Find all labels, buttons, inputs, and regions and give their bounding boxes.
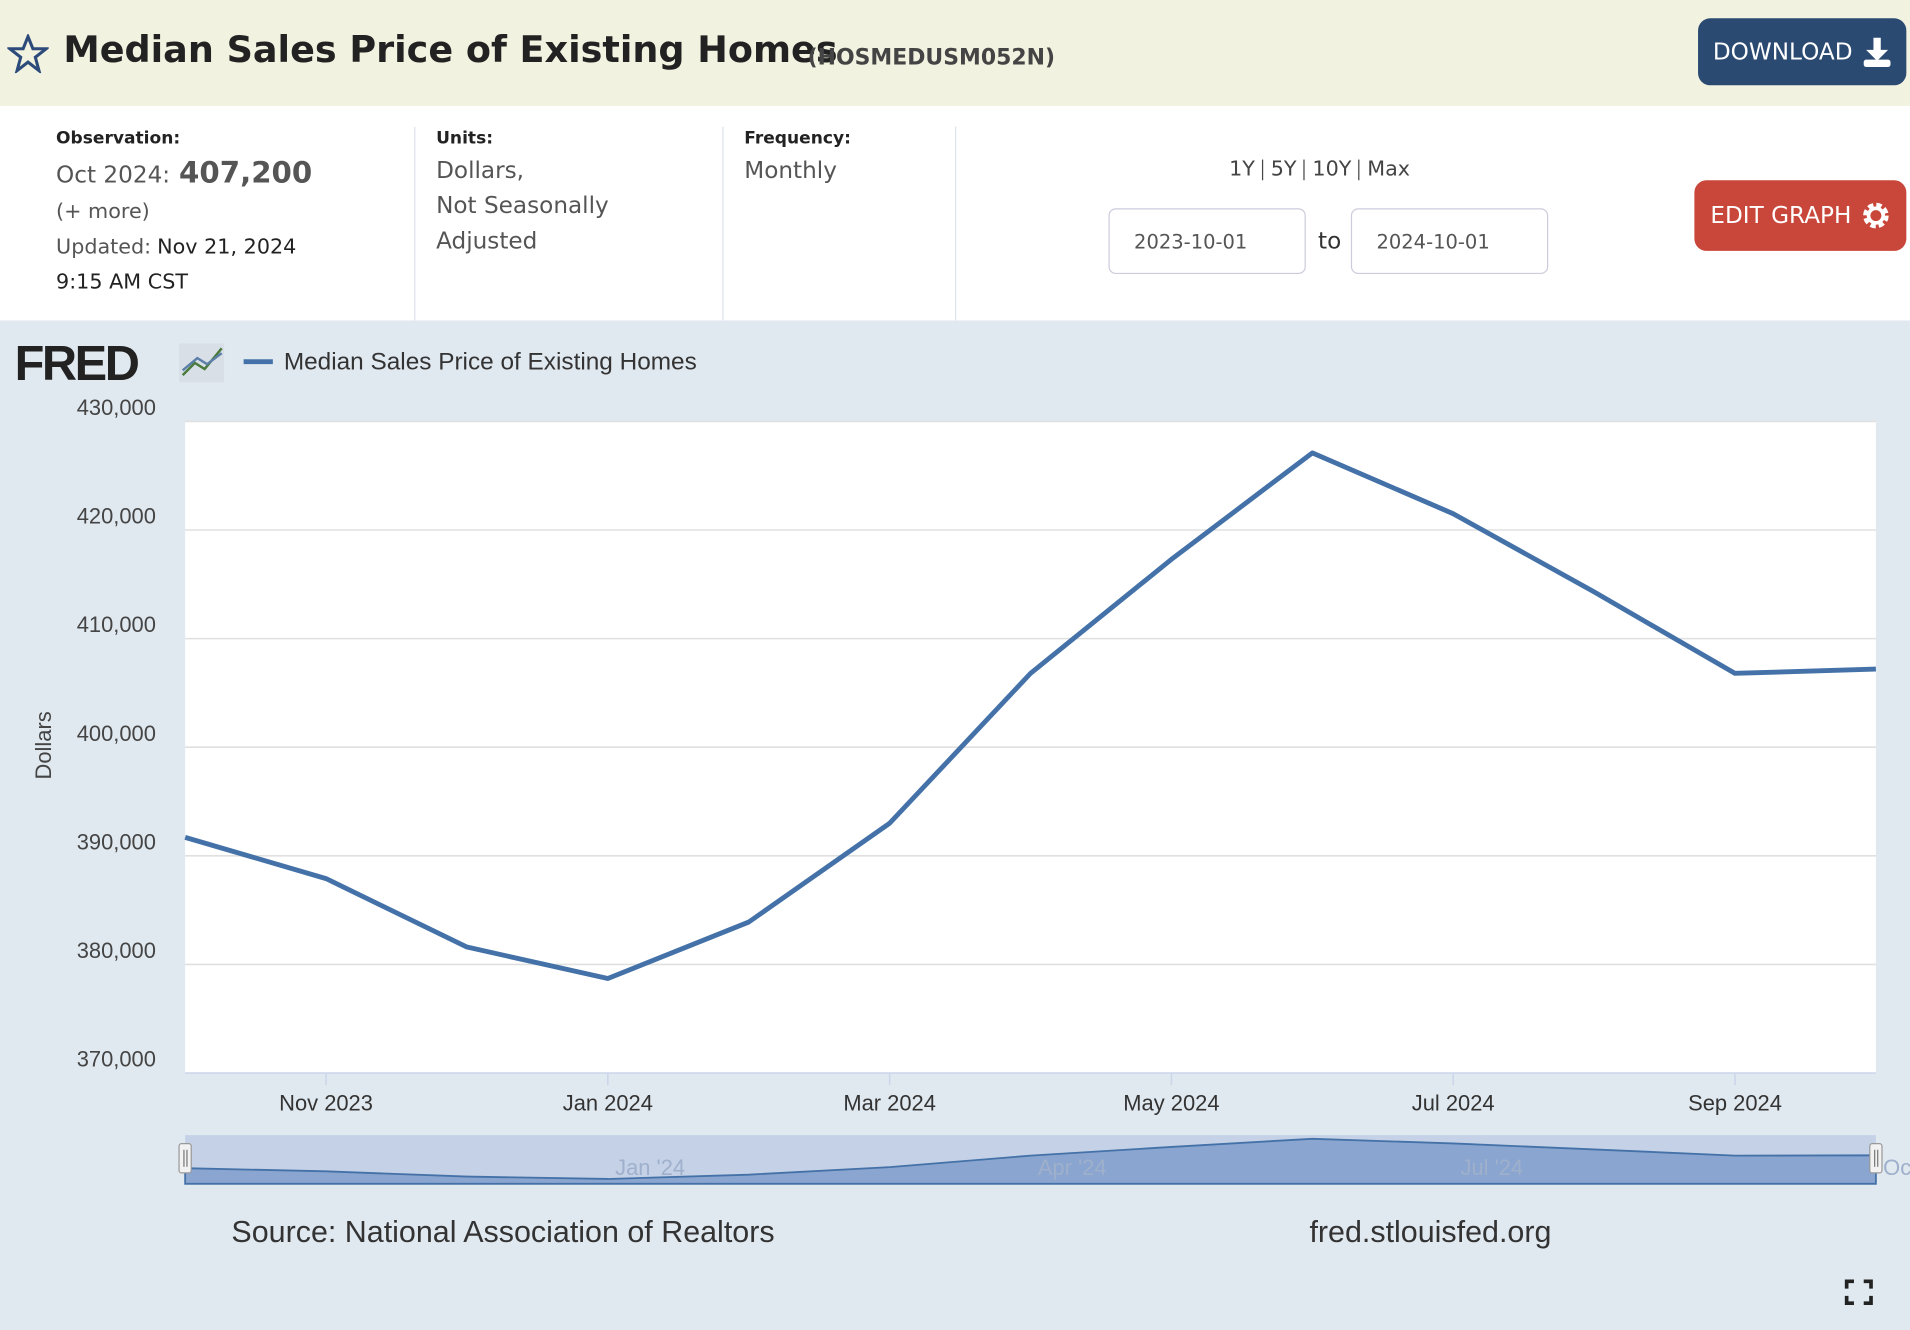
divider [722, 126, 724, 321]
divider [414, 126, 416, 321]
x-tick-label: May 2024 [1123, 1090, 1219, 1115]
observation-label: Observation: [56, 129, 181, 149]
separator [1358, 158, 1360, 180]
x-tick-label: Nov 2023 [279, 1090, 373, 1115]
divider [954, 126, 957, 321]
y-tick-label: 390,000 [77, 829, 156, 854]
units-label: Units: [436, 129, 494, 149]
updated-date: Nov 21, 2024 [157, 235, 297, 260]
units-line: Dollars, [436, 157, 525, 184]
start-date-input[interactable]: 2023-10-01 [1108, 208, 1306, 275]
y-tick-label: 410,000 [77, 612, 156, 637]
navigator-handle [178, 1143, 192, 1174]
end-date-input[interactable]: 2024-10-01 [1350, 208, 1549, 275]
favorite-star[interactable] [7, 34, 49, 74]
start-date: 2023-10-01 [1134, 229, 1248, 253]
navigator-label: Jul '24 [1461, 1155, 1524, 1180]
gear-icon [1862, 202, 1889, 229]
header: Median Sales Price of Existing Homes (HO… [0, 0, 1910, 106]
more-link[interactable]: (+ more) [56, 199, 150, 225]
series-title: Median Sales Price of Existing Homes [63, 29, 838, 72]
frequency-label: Frequency: [744, 129, 851, 149]
y-tick-label: 420,000 [77, 504, 156, 529]
separator [1303, 158, 1306, 180]
edit-graph-label: EDIT GRAPH [1710, 202, 1852, 229]
end-date: 2024-10-01 [1376, 229, 1490, 253]
x-tick-label: Sep 2024 [1688, 1090, 1782, 1115]
navigator-label: Apr '24 [1038, 1155, 1107, 1180]
range-link[interactable]: 10Y [1312, 157, 1352, 182]
updated-time: 9:15 AM CST [56, 270, 188, 295]
source: Source: National Association of Realtors [231, 1215, 774, 1249]
y-tick-label: 370,000 [77, 1047, 156, 1072]
y-tick-label: 400,000 [77, 721, 156, 746]
fred-logo: FRED [15, 337, 139, 391]
edit-graph-button[interactable]: EDIT GRAPH [1694, 180, 1907, 251]
separator [1262, 158, 1264, 180]
observation-date: Oct 2024: [56, 161, 171, 189]
units-line: Adjusted [436, 227, 538, 255]
download-button[interactable]: DOWNLOAD [1698, 18, 1907, 86]
y-axis-title: Dollars [31, 711, 56, 779]
y-tick-label: 380,000 [77, 938, 156, 963]
download-icon [1863, 37, 1891, 67]
x-tick-label: Jan 2024 [563, 1090, 653, 1115]
frequency: Monthly [744, 157, 837, 184]
fullscreen-icon[interactable] [1844, 1279, 1873, 1306]
navigator-label: Oc [1883, 1155, 1910, 1180]
chart: FRED Median Sales Price of Existing Home… [0, 320, 1910, 1330]
range-link[interactable]: Max [1367, 157, 1411, 182]
range-link[interactable]: 1Y [1229, 157, 1255, 182]
download-label: DOWNLOAD [1712, 38, 1853, 66]
y-tick-label: 430,000 [77, 395, 156, 420]
observation-value: 407,200 [179, 155, 313, 191]
x-tick-label: Jul 2024 [1412, 1090, 1495, 1115]
range-links: 1Y 5Y 10Y Max [1229, 157, 1410, 181]
legend-label: Median Sales Price of Existing Homes [284, 348, 697, 375]
series-id: (HOSMEDUSM052N) [807, 45, 1055, 71]
units-line: Not Seasonally [436, 192, 609, 220]
navigator-label: Jan '24 [615, 1155, 685, 1180]
site-url: fred.stlouisfed.org [1309, 1215, 1551, 1249]
navigator-handle [1869, 1143, 1883, 1174]
info-panel: Observation: Oct 2024: 407,200 (+ more) … [0, 105, 1910, 321]
x-tick-label: Mar 2024 [843, 1090, 936, 1115]
logo-icon [179, 343, 225, 383]
series-line [184, 450, 1876, 981]
to-label: to [1317, 227, 1342, 255]
updated-label: Updated: [56, 235, 152, 260]
range-link[interactable]: 5Y [1270, 157, 1297, 182]
